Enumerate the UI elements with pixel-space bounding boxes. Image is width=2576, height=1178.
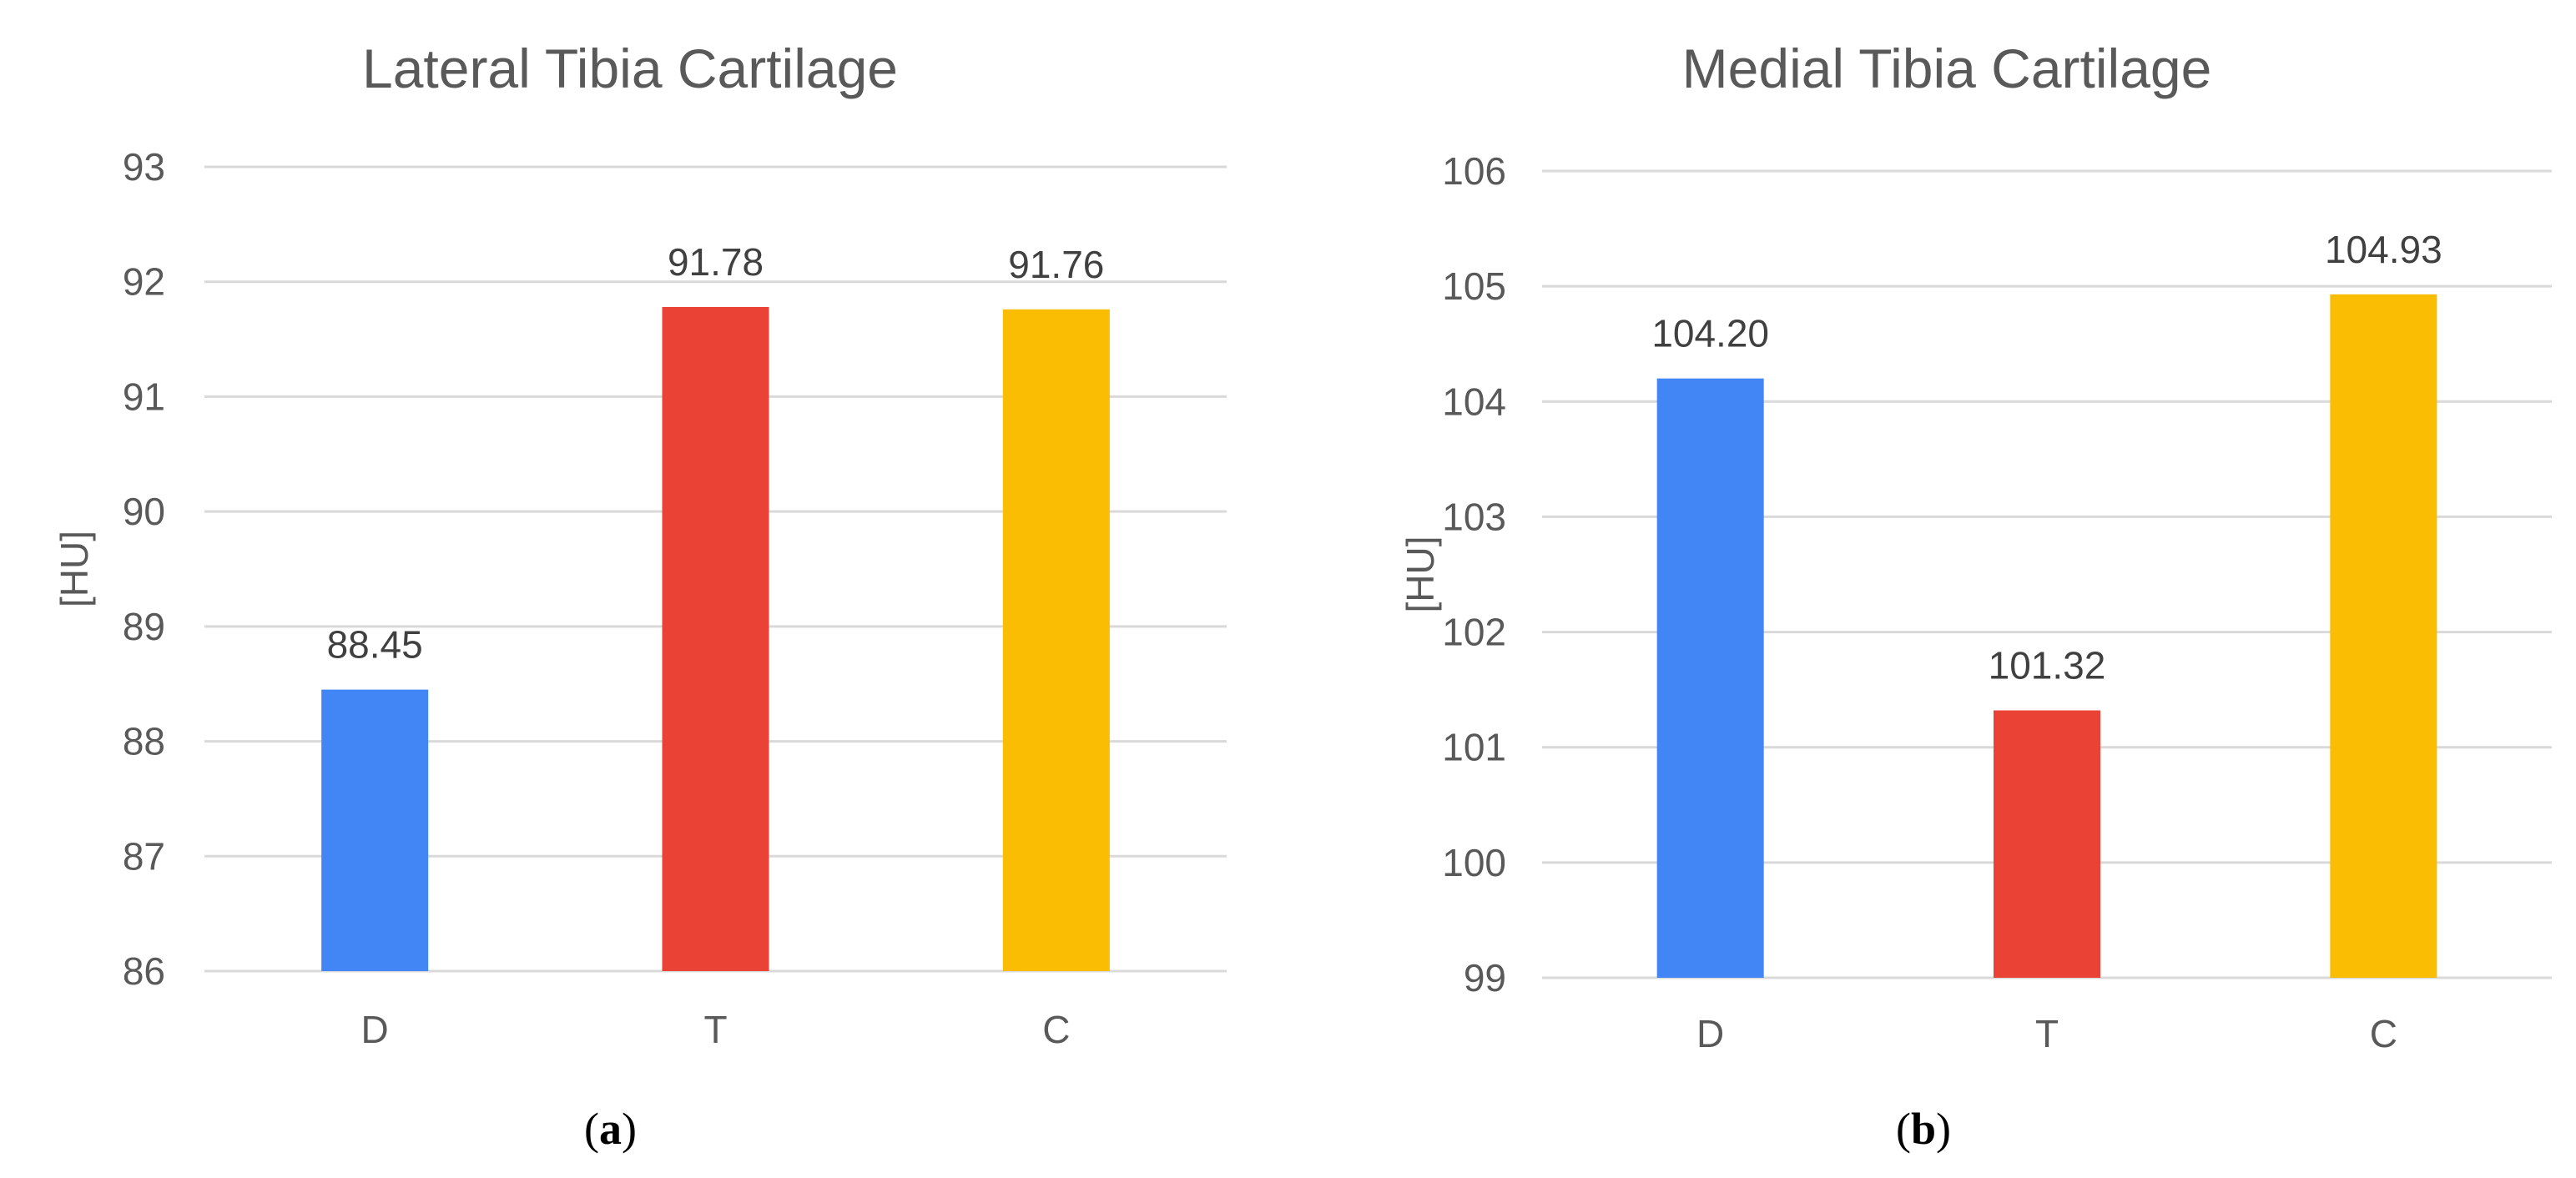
y-tick-label: 93 — [123, 145, 165, 189]
x-tick-label: T — [703, 1008, 727, 1051]
data-label: 91.76 — [1008, 243, 1104, 286]
data-label: 101.32 — [1989, 644, 2106, 687]
y-tick-label: 90 — [123, 490, 165, 533]
x-tick-label: C — [1042, 1008, 1070, 1051]
y-tick-label: 101 — [1442, 726, 1506, 769]
bar-d — [321, 689, 429, 971]
y-axis-label: [HU] — [1399, 536, 1442, 613]
y-tick-label: 87 — [123, 834, 165, 878]
y-tick-label: 105 — [1442, 264, 1506, 308]
panel-label-b: (b) — [1896, 1104, 1952, 1154]
y-tick-label: 92 — [123, 260, 165, 304]
y-tick-label: 103 — [1442, 495, 1506, 538]
chart-medial-tibia: Medial Tibia Cartilage [HU] 99 100 101 102 103… — [1399, 38, 2552, 1055]
y-axis-label: [HU] — [53, 531, 96, 607]
data-label: 104.93 — [2325, 228, 2442, 271]
x-tick-label: D — [361, 1008, 389, 1051]
y-tick-label: 99 — [1464, 956, 1506, 999]
x-tick-label: C — [2370, 1012, 2397, 1055]
x-tick-label: D — [1696, 1012, 1724, 1055]
bar-t — [1994, 710, 2100, 978]
panel-label-a: (a) — [584, 1104, 637, 1154]
y-tick-label: 106 — [1442, 149, 1506, 193]
data-label: 88.45 — [327, 623, 423, 667]
chart-title: Medial Tibia Cartilage — [1682, 38, 2212, 99]
bar-c — [1002, 309, 1110, 971]
y-tick-label: 91 — [123, 375, 165, 418]
chart-title: Lateral Tibia Cartilage — [362, 38, 898, 99]
bar-c — [2330, 294, 2437, 978]
y-tick-label: 102 — [1442, 611, 1506, 654]
bar-d — [1656, 378, 1764, 979]
data-label: 91.78 — [668, 240, 764, 284]
y-tick-label: 89 — [123, 605, 165, 648]
bar-t — [662, 307, 769, 971]
x-tick-label: T — [2035, 1012, 2059, 1055]
y-tick-label: 88 — [123, 720, 165, 763]
y-tick-label: 86 — [123, 949, 165, 993]
chart-lateral-tibia: Lateral Tibia Cartilage [HU] 86 87 88 89 90 91 9… — [53, 38, 1227, 1051]
y-tick-label: 104 — [1442, 380, 1506, 423]
data-label: 104.20 — [1651, 312, 1769, 355]
y-tick-label: 100 — [1442, 841, 1506, 884]
